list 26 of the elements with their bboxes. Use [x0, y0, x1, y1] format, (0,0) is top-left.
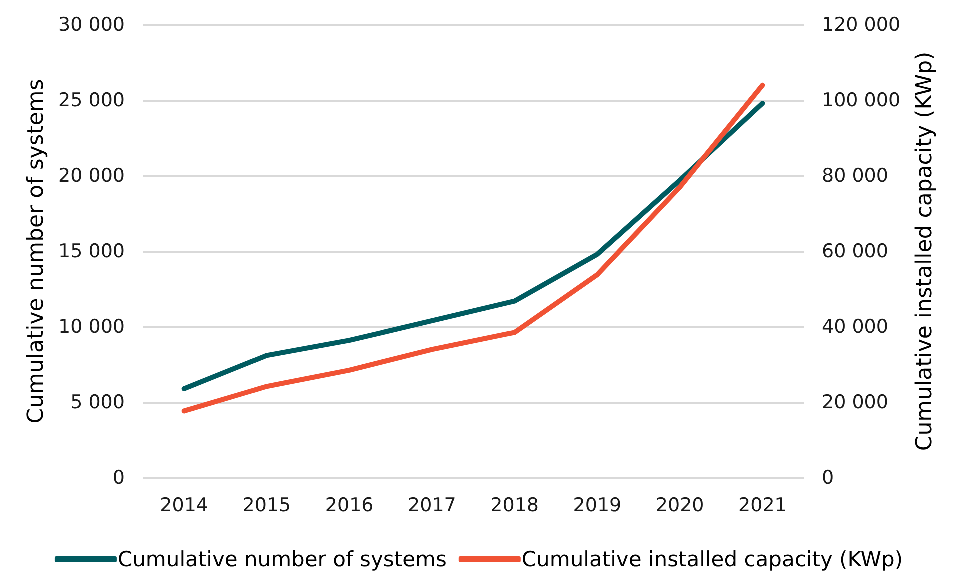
y-tick-label: 30 000 [58, 14, 125, 36]
y2-tick-label: 120 000 [822, 14, 901, 36]
x-tick-label: 2015 [242, 494, 292, 516]
y2-tick-label: 80 000 [822, 165, 888, 187]
y2-tick-label: 100 000 [822, 90, 901, 112]
x-tick-label: 2019 [573, 494, 622, 516]
x-tick-label: 2020 [656, 494, 704, 516]
y-tick-label: 25 000 [58, 90, 125, 112]
y2-tick-label: 40 000 [822, 316, 888, 338]
x-tick-label: 2021 [738, 494, 787, 516]
y-tick-label: 0 [112, 467, 125, 489]
y2-tick-label: 0 [822, 467, 834, 489]
x-tick-label: 2017 [408, 494, 456, 516]
y2-tick-label: 60 000 [822, 240, 888, 262]
y2-tick-label: 20 000 [822, 392, 888, 414]
x-tick-label: 2018 [490, 494, 539, 516]
legend-label: Cumulative installed capacity (KWp) [522, 548, 904, 572]
x-tick-label: 2016 [325, 494, 374, 516]
legend-label: Cumulative number of systems [118, 548, 447, 572]
x-tick-label: 2014 [160, 494, 208, 516]
y-tick-label: 15 000 [58, 240, 125, 262]
y-tick-label: 5 000 [70, 392, 125, 414]
y-tick-label: 10 000 [58, 316, 125, 338]
y2-axis-title: Cumulative installed capacity (KWp) [912, 52, 938, 452]
y-axis-title: Cumulative number of systems [24, 79, 50, 424]
y-tick-label: 20 000 [58, 165, 125, 187]
